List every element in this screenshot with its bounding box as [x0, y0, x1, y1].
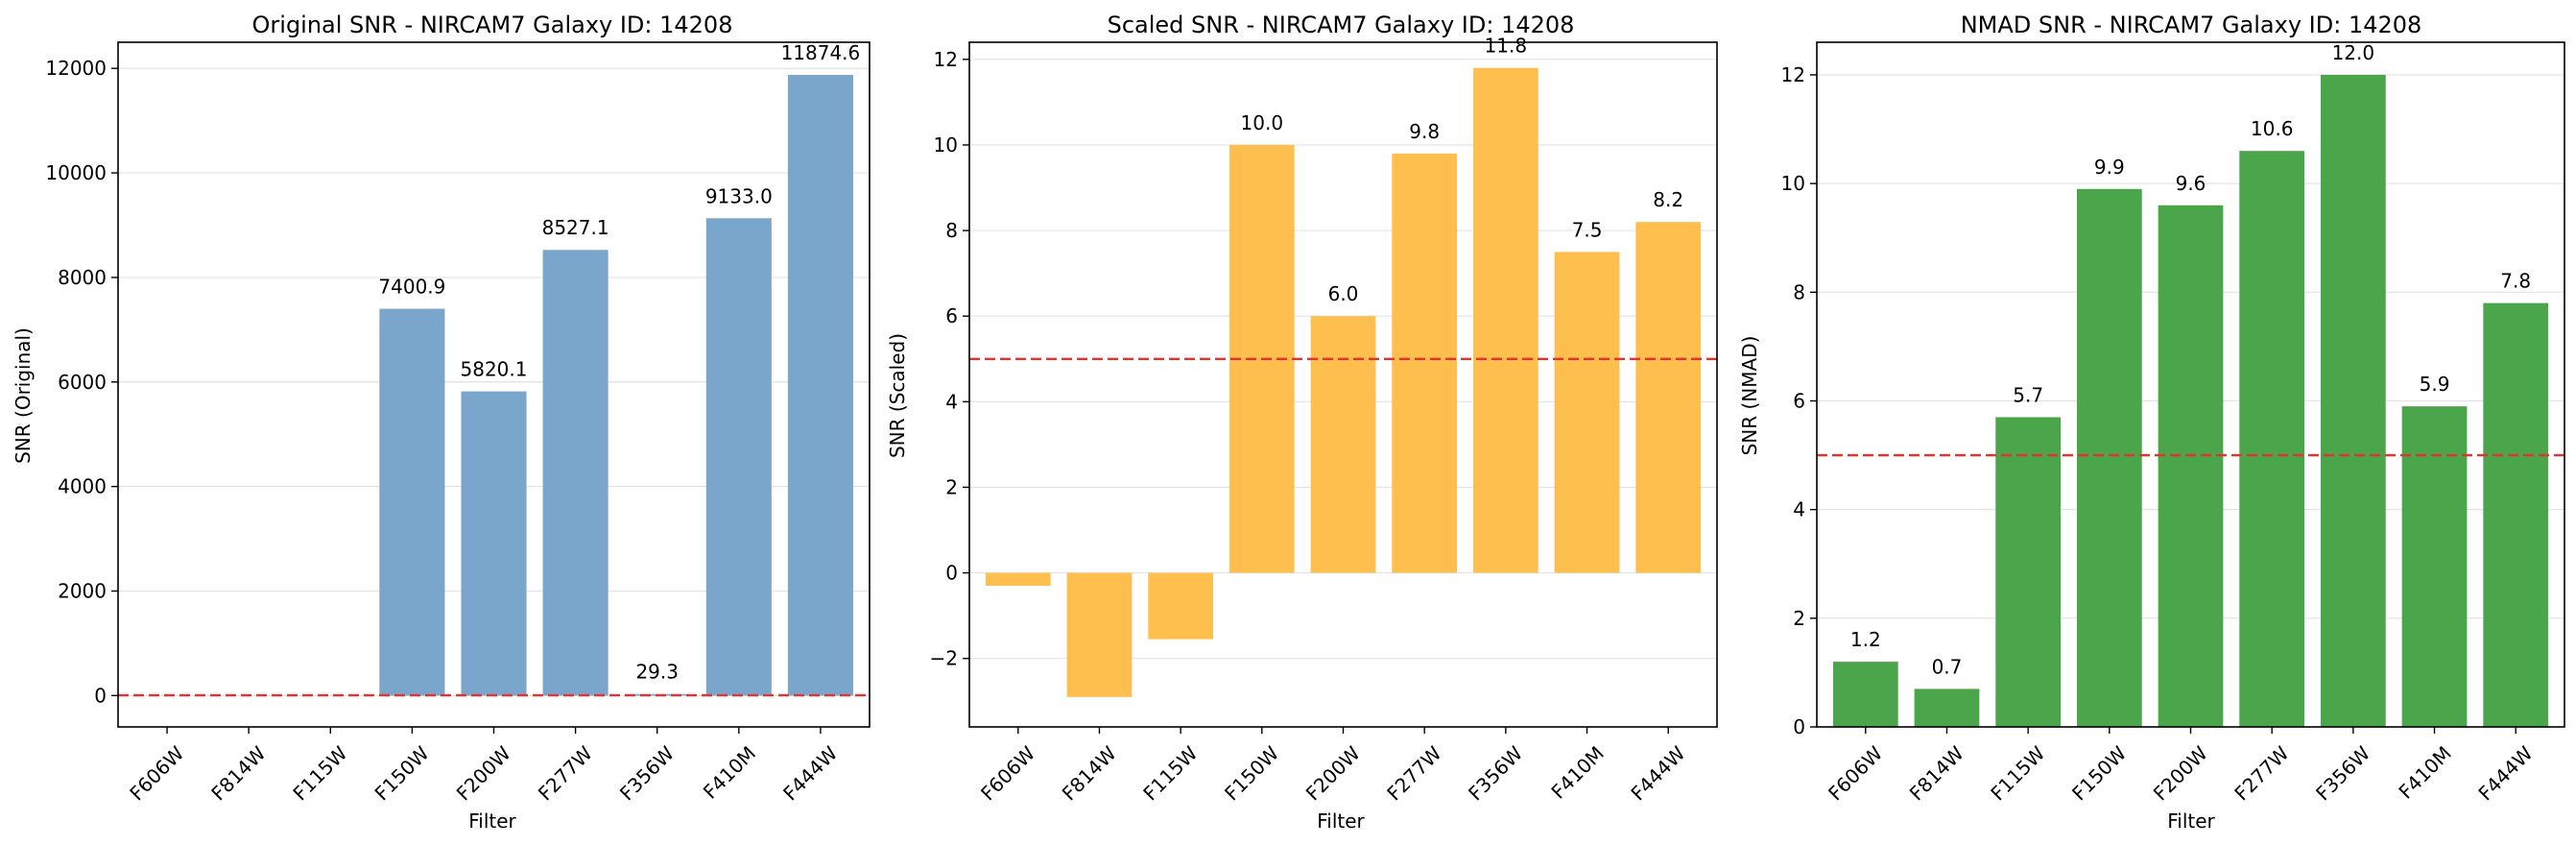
bar-f277w	[2239, 151, 2305, 727]
bar-f277w	[542, 250, 608, 696]
y-tick-label: 4000	[58, 475, 107, 498]
y-tick-label: 8	[1793, 280, 1805, 303]
bar-value-label: 8527.1	[542, 216, 609, 239]
bar-value-label: 9.8	[1409, 120, 1440, 143]
bar-f814w	[1066, 572, 1133, 697]
y-tick-label: 0	[1793, 715, 1805, 738]
y-ticks: 0 2 4 6 8 10 12	[1781, 63, 1817, 738]
x-axis-label: Filter	[2167, 810, 2215, 833]
y-tick-label: −2	[930, 647, 958, 670]
y-tick-label: 2	[1793, 607, 1805, 630]
y-tick-label: 10000	[45, 161, 107, 184]
y-axis-label: SNR (NMAD)	[1738, 336, 1761, 456]
bar-value-label: 7.5	[1572, 218, 1603, 241]
y-axis-label: SNR (Original)	[12, 327, 35, 464]
bar-value-label: 10.0	[1241, 111, 1284, 134]
bar-f200w	[2158, 205, 2224, 727]
y-tick-label: 4	[1793, 498, 1805, 521]
y-ticks: 0 2000 4000 6000 8000 10000 12000	[45, 57, 118, 707]
y-tick-label: 12	[1781, 63, 1805, 86]
y-ticks: −2 0 2 4 6 8 10 12	[930, 48, 969, 670]
bar-value-label: 5820.1	[461, 358, 528, 381]
bar-f606w	[1832, 662, 1898, 727]
bar-value-labels: 10.0 6.0 9.8 11.8 7.5 8.2	[1241, 35, 1684, 305]
bar-value-label: 7.8	[2500, 270, 2531, 293]
bar-f115w	[1995, 417, 2062, 727]
bar-f277w	[1392, 153, 1458, 573]
bar-value-label: 10.6	[2251, 117, 2294, 140]
y-tick-label: 4	[945, 390, 958, 413]
bar-value-labels: 7400.9 5820.1 8527.1 29.3 9133.0 11874.6	[378, 41, 860, 684]
bar-value-label: 9.9	[2094, 156, 2125, 179]
y-tick-label: 0	[94, 684, 107, 707]
plot-frame	[117, 41, 871, 728]
y-tick-label: 6000	[58, 371, 107, 394]
bar-f200w	[1310, 316, 1376, 573]
bars	[379, 75, 853, 696]
y-tick-label: 6	[1793, 389, 1805, 412]
bar-value-label: 1.2	[1850, 628, 1881, 651]
panel-title: NMAD SNR - NIRCAM7 Galaxy ID: 14208	[1961, 12, 2422, 38]
y-tick-label: 8	[945, 219, 958, 242]
bar-f410m	[1554, 252, 1620, 573]
panel-title: Original SNR - NIRCAM7 Galaxy ID: 14208	[252, 12, 733, 38]
y-tick-label: 2	[945, 475, 958, 498]
bar-f410m	[2401, 406, 2468, 727]
x-axis-label: Filter	[468, 810, 516, 833]
bars	[1832, 74, 2549, 728]
plot-frame	[968, 41, 1718, 728]
y-tick-label: 10	[1781, 172, 1805, 195]
bar-f115w	[1148, 572, 1214, 640]
bar-f356w	[2320, 74, 2386, 727]
bar-f150w	[379, 308, 445, 696]
panel-title: Scaled SNR - NIRCAM7 Galaxy ID: 14208	[1108, 12, 1575, 38]
bar-value-label: 12.0	[2332, 41, 2375, 64]
bar-value-label: 6.0	[1328, 282, 1359, 305]
bar-f606w	[985, 572, 1051, 586]
bar-value-label: 5.7	[2013, 383, 2043, 406]
bar-value-label: 9133.0	[705, 184, 773, 207]
y-tick-label: 12000	[45, 57, 107, 80]
bar-f356w	[1472, 67, 1538, 573]
x-axis-label: Filter	[1317, 810, 1365, 833]
plot-frame	[1816, 41, 2565, 728]
y-axis-label: SNR (Scaled)	[886, 333, 909, 458]
bar-value-label: 0.7	[1932, 655, 1963, 678]
bar-f444w	[787, 75, 853, 696]
bar-f200w	[461, 391, 527, 696]
bar-value-label: 11.8	[1485, 35, 1528, 58]
y-tick-label: 6	[945, 304, 958, 327]
panel-scaled: Scaled SNR - NIRCAM7 Galaxy ID: 14208 Fi…	[886, 12, 1718, 833]
bar-f444w	[1635, 222, 1702, 573]
y-tick-label: 2000	[58, 579, 107, 602]
bar-f410m	[705, 218, 772, 696]
bar-value-label: 8.2	[1653, 188, 1683, 211]
bar-f814w	[1914, 689, 1980, 727]
y-tick-label: 0	[945, 562, 958, 585]
bar-value-label: 5.9	[2420, 373, 2450, 396]
y-tick-label: 8000	[58, 266, 107, 289]
bar-value-label: 29.3	[635, 661, 679, 684]
bar-value-label: 9.6	[2176, 172, 2206, 195]
bar-f444w	[2483, 302, 2549, 727]
y-tick-label: 10	[934, 133, 958, 157]
bar-value-labels: 1.2 0.7 5.7 9.9 9.6 10.6 12.0 5.9 7.8	[1850, 41, 2531, 678]
y-tick-label: 12	[934, 48, 958, 71]
bar-value-label: 7400.9	[378, 276, 445, 299]
bar-value-label: 11874.6	[781, 41, 861, 64]
bar-f150w	[2076, 188, 2142, 728]
